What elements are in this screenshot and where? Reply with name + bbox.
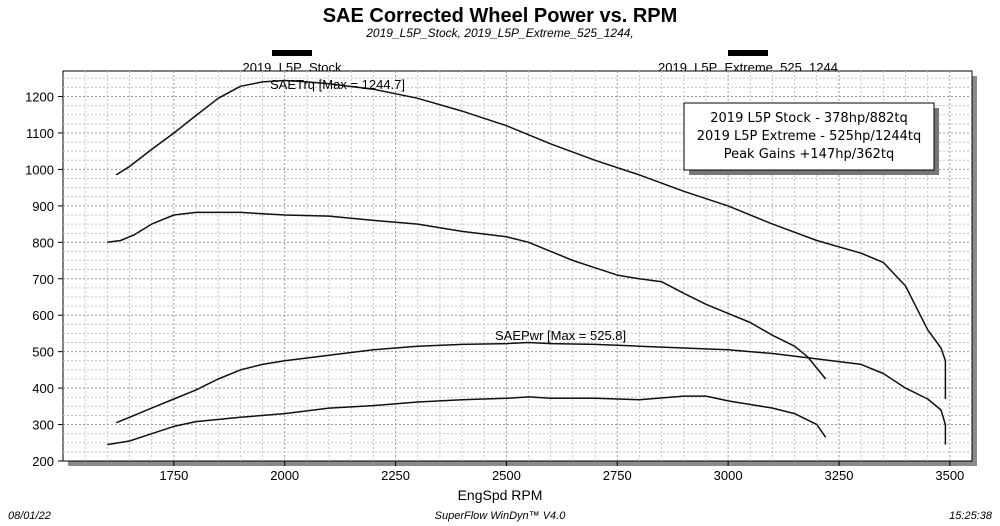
- info-box-line-2: 2019 L5P Extreme - 525hp/1244tq: [697, 129, 922, 144]
- info-box-line-1: 2019 L5P Stock - 378hp/882tq: [710, 111, 907, 126]
- y-tick-label: 500: [32, 345, 54, 360]
- y-tick-label: 800: [32, 235, 54, 250]
- y-tick-label: 600: [32, 308, 54, 323]
- info-box-line-3: Peak Gains +147hp/362tq: [724, 147, 895, 162]
- footer-time: 15:25:38: [949, 510, 993, 522]
- y-tick-label: 1000: [25, 162, 54, 177]
- x-axis-ticks: 1750 2000 2250 2500 2750 3000 3250 3500: [159, 461, 964, 483]
- y-tick-label: 200: [32, 454, 54, 469]
- power-max-annotation: SAEPwr [Max = 525.8]: [495, 328, 626, 343]
- info-box-panel: [683, 102, 935, 171]
- chart-title: SAE Corrected Wheel Power vs. RPM: [323, 5, 678, 27]
- data-curves: [107, 79, 947, 446]
- x-tick-label: 2750: [603, 468, 632, 483]
- series-line-3: [115, 341, 947, 445]
- x-tick-label: 3000: [714, 468, 743, 483]
- y-tick-label: 400: [32, 381, 54, 396]
- y-tick-label: 700: [32, 272, 54, 287]
- x-tick-label: 3500: [935, 468, 964, 483]
- x-tick-label: 2000: [270, 468, 299, 483]
- y-tick-label: 1100: [26, 126, 54, 141]
- x-tick-label: 1750: [159, 468, 188, 483]
- x-tick-label: 2500: [492, 468, 521, 483]
- series-line-1: [115, 79, 947, 399]
- y-tick-label: 1200: [25, 90, 54, 105]
- x-tick-label: 2250: [381, 468, 410, 483]
- x-tick-label: 3250: [825, 468, 854, 483]
- info-box: 2019 L5P Stock - 378hp/882tq 2019 L5P Ex…: [683, 102, 939, 175]
- plot-area: [62, 70, 973, 462]
- footer-software: SuperFlow WinDyn™ V4.0: [435, 510, 567, 522]
- footer-date: 08/01/22: [8, 510, 51, 522]
- y-axis-ticks: 200 300 400 500 600 700 800 900 1000 1100 1200: [25, 90, 63, 469]
- series-line-4: [107, 395, 827, 446]
- series-line-2: [107, 211, 827, 380]
- torque-max-annotation: SAETrq [Max = 1244.7]: [270, 77, 405, 92]
- chart-subtitle: 2019_L5P_Stock, 2019_L5P_Extreme_525_124…: [365, 26, 634, 40]
- y-tick-label: 900: [32, 199, 54, 214]
- y-tick-label: 300: [32, 418, 54, 433]
- x-axis-label: EngSpd RPM: [458, 487, 543, 503]
